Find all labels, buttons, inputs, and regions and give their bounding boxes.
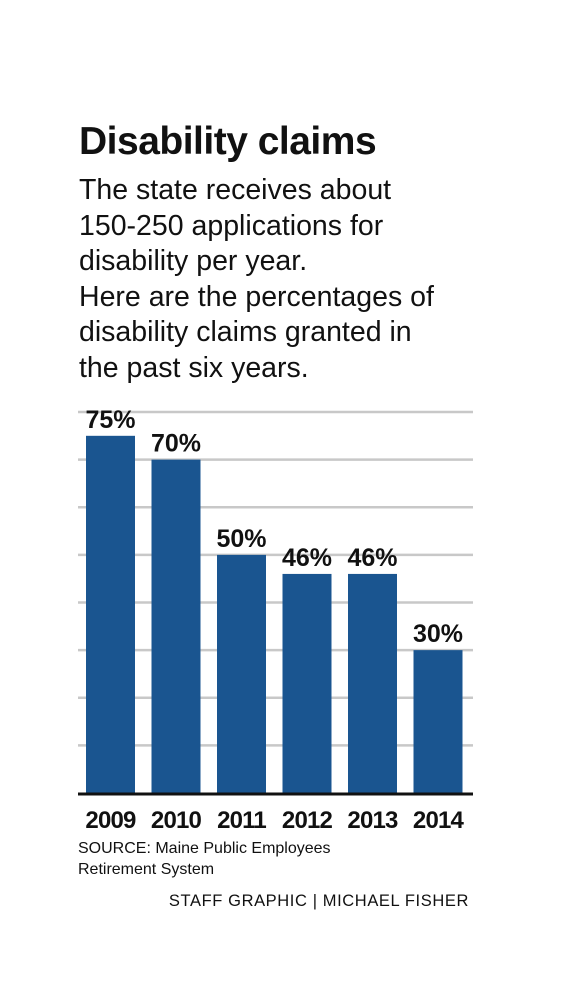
value-label: 50% (216, 525, 266, 553)
value-label: 30% (413, 620, 463, 648)
subtitle-line: 150-250 applications for (79, 209, 384, 242)
subtitle-line: The state receives about (79, 174, 392, 206)
value-label: 46% (347, 544, 397, 572)
subtitle-line: disability per year. (79, 245, 308, 278)
x-tick-label: 2009 (85, 807, 136, 834)
staff-credit: STAFF GRAPHIC | MICHAEL FISHER (168, 892, 469, 910)
source-line: Retirement System (78, 861, 215, 878)
subtitle-line: the past six years. (79, 351, 309, 384)
x-tick-label: 2012 (282, 807, 333, 834)
bar (413, 650, 463, 793)
bar (86, 435, 135, 793)
x-tick-label: 2011 (217, 807, 266, 834)
value-label: 75% (85, 406, 135, 434)
x-tick-label: 2010 (151, 807, 202, 834)
bar (282, 573, 332, 793)
source-note: SOURCE: Maine Public Employees Retiremen… (78, 838, 331, 880)
chart-subtitle: The state receives about 150-250 applica… (79, 173, 499, 387)
bar (348, 573, 397, 793)
source-line: SOURCE: Maine Public Employees (78, 840, 331, 857)
subtitle-line: disability claims granted in (79, 316, 412, 349)
x-tick-label: 2013 (347, 807, 398, 834)
value-label: 70% (151, 430, 201, 458)
chart-title: Disability claims (79, 120, 377, 163)
subtitle-line: Here are the percentages of (79, 280, 434, 313)
bar (217, 554, 266, 793)
bar (151, 459, 201, 793)
value-label: 46% (282, 544, 332, 572)
x-tick-label: 2014 (413, 807, 465, 834)
